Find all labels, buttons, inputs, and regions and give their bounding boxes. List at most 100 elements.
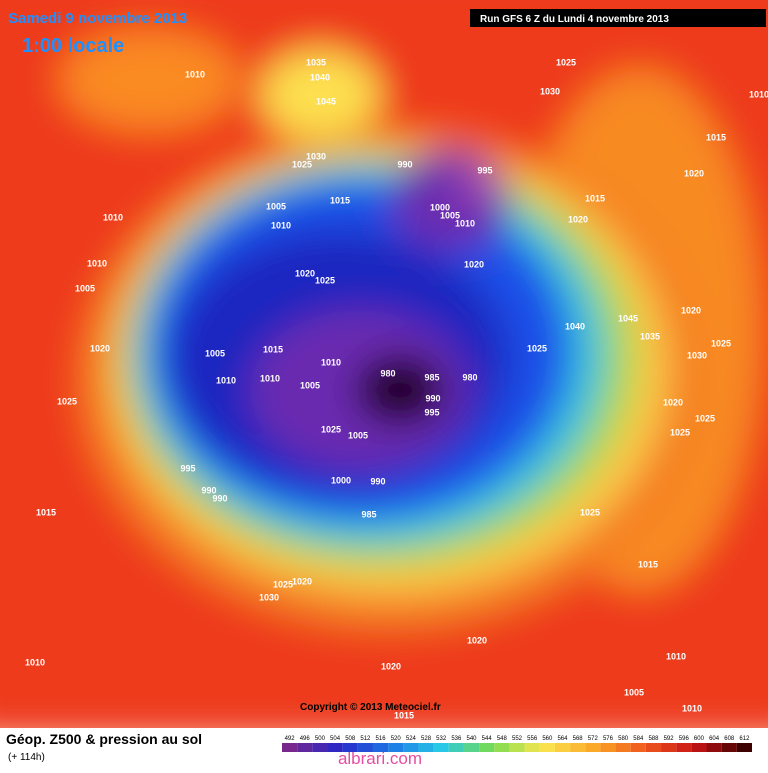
legend-swatch: [403, 743, 419, 752]
isobar-label: 1015: [263, 344, 283, 354]
isobar-label: 1000: [331, 475, 351, 485]
isobar-label: 1045: [618, 313, 638, 323]
legend-label: 596: [679, 736, 690, 742]
isobar-label: 1010: [682, 703, 702, 713]
legend-swatch: [342, 743, 358, 752]
copyright: Copyright © 2013 Meteociel.fr: [300, 702, 441, 713]
isobar-label: 1010: [25, 657, 45, 667]
isobar-label: 990: [201, 485, 216, 495]
isobar-label: 1005: [624, 687, 644, 697]
isobar-label: 1010: [666, 651, 686, 661]
legend-label: 496: [300, 736, 311, 742]
local-time: 1:00 locale: [22, 35, 124, 57]
legend-label: 584: [633, 736, 644, 742]
geopotential-field: [0, 0, 768, 740]
legend-label: 576: [603, 736, 614, 742]
isobar-label: 1035: [640, 331, 660, 341]
date: Samedi 9 novembre 2013: [8, 10, 187, 27]
legend-label: 548: [497, 736, 508, 742]
isobar-label: 1025: [315, 275, 335, 285]
isobar-label: 1020: [467, 635, 487, 645]
isobar-label: 1040: [310, 72, 330, 82]
isobar-label: 995: [477, 165, 492, 175]
isobar-label: 1010: [749, 89, 768, 99]
legend-swatch: [570, 743, 586, 752]
legend-swatch: [282, 743, 298, 752]
isobar-label: 995: [180, 463, 195, 473]
isobar-label: 1015: [585, 193, 605, 203]
isobar-label: 990: [370, 476, 385, 486]
isobar-label: 1010: [87, 258, 107, 268]
legend-swatch: [357, 743, 373, 752]
legend-label: 564: [557, 736, 568, 742]
legend-label: 524: [406, 736, 417, 742]
isobar-label: 980: [462, 372, 477, 382]
isobar-label: 1025: [273, 579, 293, 589]
isobar-label: 1005: [440, 210, 460, 220]
isobar-label: 1025: [292, 159, 312, 169]
isobar-label: 1025: [321, 424, 341, 434]
isobar-label: 990: [425, 393, 440, 403]
isobar-label: 1035: [306, 57, 326, 67]
legend-label: 540: [467, 736, 478, 742]
legend-swatch: [539, 743, 555, 752]
isobar-label: 995: [424, 407, 439, 417]
legend-label: 516: [376, 736, 387, 742]
isobar-label: 1020: [381, 661, 401, 671]
isobar-label: 1025: [556, 57, 576, 67]
legend-swatch: [645, 743, 662, 752]
isobar-label: 1010: [185, 69, 205, 79]
colorbar: 492 496 500 504 508 512 516 520 524 528 532 536 540 5…: [282, 736, 752, 752]
legend-label: 572: [588, 736, 599, 742]
isobar-label: 1005: [348, 430, 368, 440]
legend-swatch: [418, 743, 434, 752]
legend-swatch: [615, 743, 631, 752]
isobar-label: 1010: [216, 375, 236, 385]
legend-swatch: [297, 743, 313, 752]
isobar-label: 1015: [394, 710, 414, 720]
legend-label: 520: [391, 736, 402, 742]
legend-label: 552: [512, 736, 523, 742]
legend-label: 536: [451, 736, 462, 742]
legend-label: 544: [482, 736, 493, 742]
isobar-label: 1005: [205, 348, 225, 358]
isobar-label: 1025: [695, 413, 715, 423]
legend-swatch: [691, 743, 707, 752]
isobar-label: 980: [380, 368, 395, 378]
legend-label: 588: [648, 736, 659, 742]
isobar-label: 1005: [266, 201, 286, 211]
legend-label: 528: [421, 736, 432, 742]
forecast-lead: (+ 114h): [8, 752, 45, 763]
legend-swatch: [327, 743, 343, 752]
legend-swatch: [721, 743, 737, 752]
isobar-label: 1010: [260, 373, 280, 383]
isobar-label: 1005: [75, 283, 95, 293]
isobar-label: 1020: [295, 268, 315, 278]
isobar-label: 1010: [321, 357, 341, 367]
legend-swatch: [312, 743, 328, 752]
legend-label: 604: [709, 736, 720, 742]
legend-swatch: [463, 743, 480, 752]
isobar-label: 990: [212, 493, 227, 503]
legend-swatch: [736, 743, 752, 752]
legend-label: 580: [618, 736, 629, 742]
isobar-label: 1030: [540, 86, 560, 96]
isobar-label: 1025: [580, 507, 600, 517]
isobar-label: 1030: [687, 350, 707, 360]
isobar-label: 1020: [292, 576, 312, 586]
legend-swatch: [479, 743, 495, 752]
isobar-label: 1020: [684, 168, 704, 178]
legend-label: 512: [360, 736, 371, 742]
isobar-label: 1025: [711, 338, 731, 348]
watermark: albrari.com: [338, 749, 422, 768]
legend-label: 532: [436, 736, 447, 742]
legend-swatch: [433, 743, 449, 752]
isobar-label: 1020: [568, 214, 588, 224]
legend-swatch: [706, 743, 722, 752]
isobar-label: 1030: [306, 151, 326, 161]
legend-label: 568: [573, 736, 584, 742]
isobar-label: 1010: [455, 218, 475, 228]
isobar-label: 1025: [57, 396, 77, 406]
isobar-label: 1030: [259, 592, 279, 602]
legend-label: 492: [285, 736, 296, 742]
